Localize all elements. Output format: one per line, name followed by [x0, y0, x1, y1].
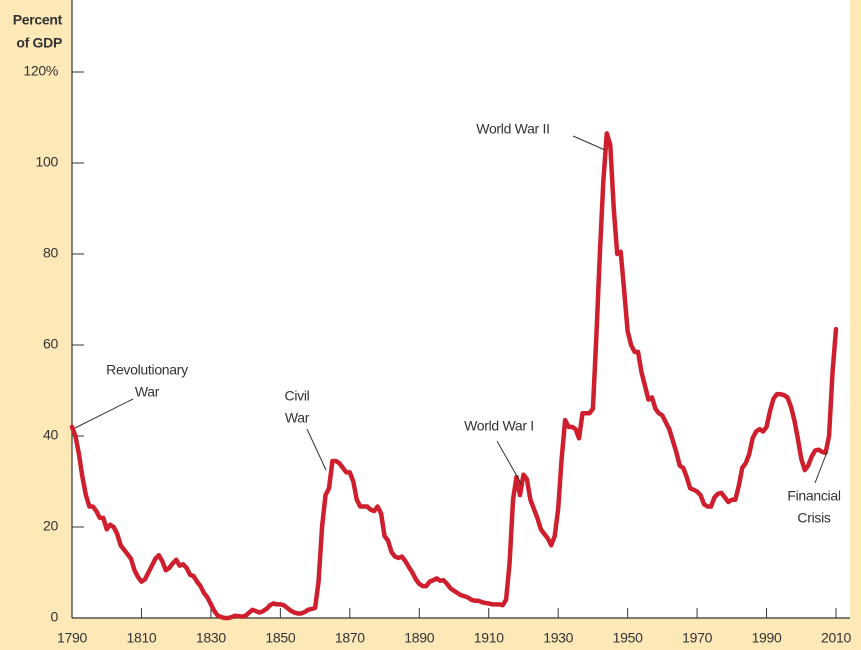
- y-tick-label: 100: [36, 154, 59, 170]
- x-tick-label: 1830: [196, 630, 226, 646]
- y-tick-label: 40: [43, 427, 58, 443]
- annotation-leader: [572, 135, 606, 151]
- x-tick-label: 1810: [126, 630, 156, 646]
- data-line: [69, 131, 839, 621]
- plot-area: [72, 0, 850, 618]
- annotation: Financial: [787, 488, 841, 504]
- y-tick-label: 0: [51, 609, 59, 625]
- y-tick-label: 80: [43, 245, 58, 261]
- x-tick-label: 1930: [543, 630, 573, 646]
- y-tick-label: 60: [43, 336, 58, 352]
- y-axis-title: of GDP: [16, 35, 62, 51]
- annotation: Revolutionary: [106, 362, 188, 378]
- annotation: War: [135, 384, 160, 400]
- y-tick-label: 120%: [23, 63, 58, 79]
- x-tick-label: 2010: [821, 630, 851, 646]
- x-tick-label: 1910: [474, 630, 504, 646]
- annotation: World War II: [476, 121, 549, 137]
- y-axis-title: Percent: [13, 12, 63, 28]
- annotation-leader: [496, 440, 523, 486]
- x-tick-label: 1950: [613, 630, 643, 646]
- annotation-leader: [306, 428, 327, 471]
- x-tick-label: 1870: [335, 630, 365, 646]
- annotation: World War I: [464, 418, 534, 434]
- x-tick-label: 1850: [265, 630, 295, 646]
- x-tick-label: 1890: [404, 630, 434, 646]
- x-tick-label: 1790: [57, 630, 87, 646]
- x-tick-label: 1990: [752, 630, 782, 646]
- annotation: War: [285, 410, 310, 426]
- y-tick-label: 20: [43, 518, 58, 534]
- annotation: Crisis: [797, 510, 830, 526]
- x-tick-label: 1970: [682, 630, 712, 646]
- annotation-leader: [814, 451, 828, 484]
- annotation: Civil: [285, 388, 310, 404]
- annotation-leader: [74, 398, 134, 429]
